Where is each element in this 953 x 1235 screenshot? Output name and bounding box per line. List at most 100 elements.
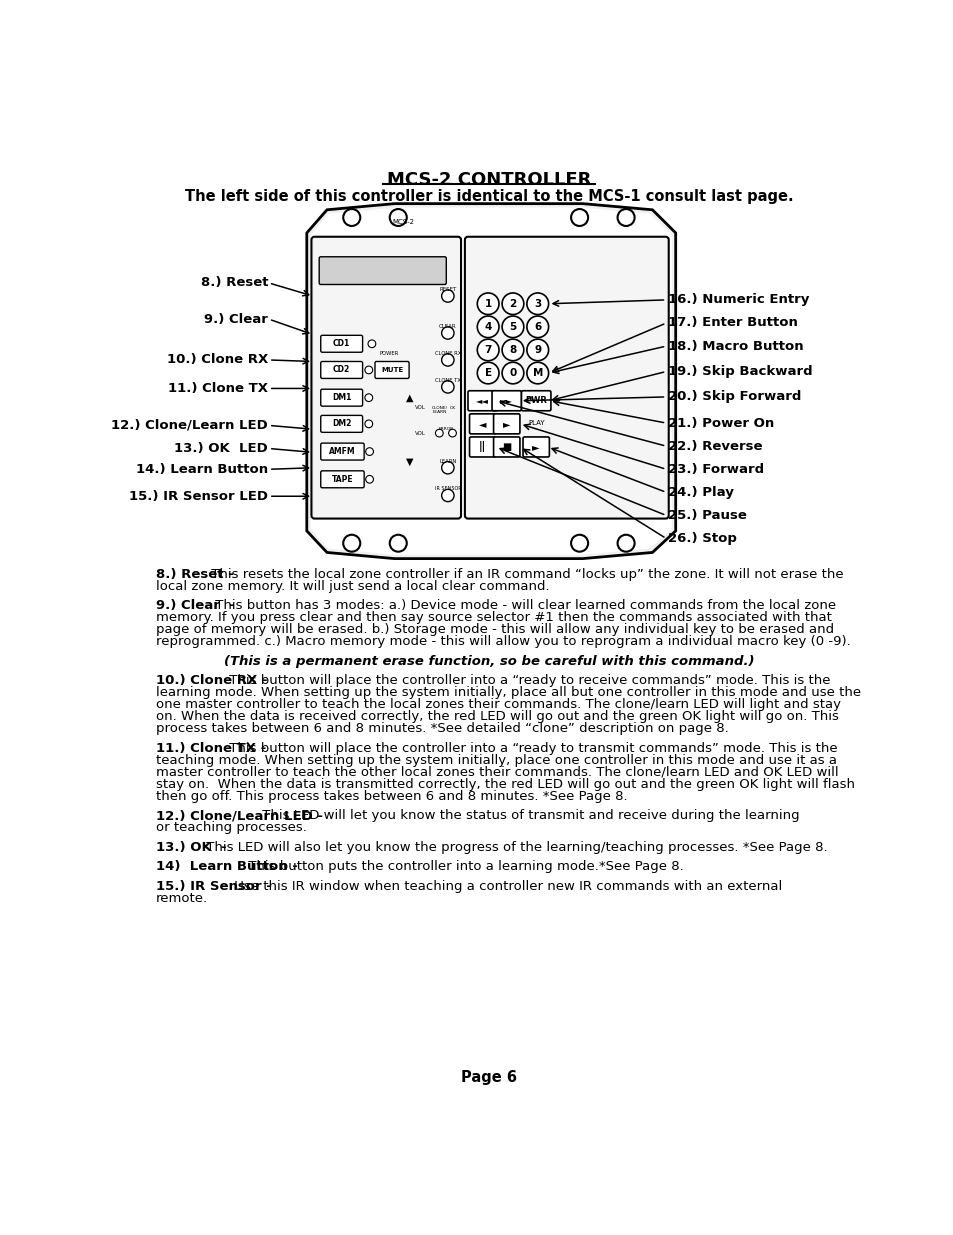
Text: 15.) IR Sensor -: 15.) IR Sensor - <box>155 881 272 893</box>
Circle shape <box>441 353 454 366</box>
Circle shape <box>526 340 548 361</box>
Text: 5: 5 <box>509 322 516 332</box>
Circle shape <box>476 340 498 361</box>
Circle shape <box>343 535 360 552</box>
Circle shape <box>526 362 548 384</box>
Text: This button will place the controller into a “ready to transmit commands” mode. : This button will place the controller in… <box>225 742 837 755</box>
Text: 8.) Reset -: 8.) Reset - <box>155 568 233 580</box>
Text: E: E <box>484 368 491 378</box>
Text: 9.) Clear  -: 9.) Clear - <box>155 599 234 613</box>
Text: LEARN: LEARN <box>438 458 456 463</box>
FancyBboxPatch shape <box>522 437 549 457</box>
Text: 8.) Reset: 8.) Reset <box>200 277 268 289</box>
Text: LEARN: LEARN <box>433 410 447 414</box>
Text: MCS-2: MCS-2 <box>393 219 415 225</box>
FancyBboxPatch shape <box>493 414 519 433</box>
Circle shape <box>476 362 498 384</box>
Text: 9.) Clear: 9.) Clear <box>204 312 268 326</box>
Text: 12.) Clone/Learn LED: 12.) Clone/Learn LED <box>112 419 268 432</box>
Text: memory. If you press clear and then say source selector #1 then the commands ass: memory. If you press clear and then say … <box>155 611 831 625</box>
Text: This button has 3 modes: a.) Device mode - will clear learned commands from the : This button has 3 modes: a.) Device mode… <box>212 599 836 613</box>
Text: IR SENSOR: IR SENSOR <box>434 487 460 492</box>
Text: MUTE: MUTE <box>380 367 403 373</box>
Circle shape <box>365 448 373 456</box>
Text: POWER: POWER <box>379 351 398 356</box>
Text: This resets the local zone controller if an IR command “locks up” the zone. It w: This resets the local zone controller if… <box>207 568 842 580</box>
Text: ►►: ►► <box>499 396 513 405</box>
Text: 9: 9 <box>534 345 540 354</box>
Text: ►: ► <box>502 419 510 429</box>
Circle shape <box>526 316 548 337</box>
Circle shape <box>501 316 523 337</box>
Text: CLEAR: CLEAR <box>438 324 456 329</box>
Text: 17.) Enter Button: 17.) Enter Button <box>667 316 797 330</box>
Circle shape <box>441 290 454 303</box>
FancyBboxPatch shape <box>468 390 497 411</box>
Text: master controller to teach the other local zones their commands. The clone/learn: master controller to teach the other loc… <box>155 766 838 779</box>
Circle shape <box>441 489 454 501</box>
FancyBboxPatch shape <box>311 237 460 519</box>
Text: ◄◄: ◄◄ <box>476 396 489 405</box>
Text: ||: || <box>478 441 486 452</box>
FancyBboxPatch shape <box>469 414 496 433</box>
Text: 21.) Power On: 21.) Power On <box>667 416 774 430</box>
Text: Page 6: Page 6 <box>460 1070 517 1084</box>
Text: CD2: CD2 <box>333 366 350 374</box>
FancyBboxPatch shape <box>521 390 550 411</box>
Text: 13.) OK  -: 13.) OK - <box>155 841 226 853</box>
Text: CLONE RX: CLONE RX <box>435 351 460 356</box>
Text: 14.) Learn Button: 14.) Learn Button <box>135 463 268 475</box>
Text: stay on.  When the data is transmitted correctly, the red LED will go out and th: stay on. When the data is transmitted co… <box>155 778 854 790</box>
FancyBboxPatch shape <box>319 257 446 284</box>
Circle shape <box>571 535 587 552</box>
Text: AMFM: AMFM <box>329 447 355 456</box>
FancyBboxPatch shape <box>469 437 496 457</box>
Text: 0: 0 <box>509 368 516 378</box>
Polygon shape <box>307 204 675 558</box>
Text: teaching mode. When setting up the system initially, place one controller in thi: teaching mode. When setting up the syste… <box>155 753 836 767</box>
Text: This LED will let you know the status of transmit and receive during the learnin: This LED will let you know the status of… <box>257 809 799 823</box>
Text: 15.) IR Sensor LED: 15.) IR Sensor LED <box>129 490 268 503</box>
Circle shape <box>368 340 375 347</box>
Text: MCS-2 CONTROLLER: MCS-2 CONTROLLER <box>386 172 591 189</box>
Text: then go off. This process takes between 6 and 8 minutes. *See Page 8.: then go off. This process takes between … <box>155 789 627 803</box>
Text: VOL: VOL <box>414 405 425 410</box>
FancyBboxPatch shape <box>320 471 364 488</box>
Circle shape <box>390 535 406 552</box>
FancyBboxPatch shape <box>320 336 362 352</box>
Circle shape <box>365 394 373 401</box>
Text: 2: 2 <box>509 299 516 309</box>
FancyBboxPatch shape <box>320 443 364 461</box>
Text: page of memory will be erased. b.) Storage mode - this will allow any individual: page of memory will be erased. b.) Stora… <box>155 624 833 636</box>
Text: VOL: VOL <box>414 431 425 436</box>
Polygon shape <box>311 207 671 555</box>
Circle shape <box>617 209 634 226</box>
Text: PWR: PWR <box>525 396 547 405</box>
Circle shape <box>501 362 523 384</box>
Circle shape <box>343 209 360 226</box>
FancyBboxPatch shape <box>375 362 409 378</box>
Text: 4: 4 <box>484 322 492 332</box>
Text: 10.) Clone RX -: 10.) Clone RX - <box>155 674 267 688</box>
Circle shape <box>501 340 523 361</box>
Text: one master controller to teach the local zones their commands. The clone/learn L: one master controller to teach the local… <box>155 698 840 711</box>
Text: 11.) Clone TX: 11.) Clone TX <box>168 382 268 395</box>
Circle shape <box>617 535 634 552</box>
Text: or teaching processes.: or teaching processes. <box>155 821 306 834</box>
Text: 18.) Macro Button: 18.) Macro Button <box>667 340 802 352</box>
Text: This button puts the controller into a learning mode.*See Page 8.: This button puts the controller into a l… <box>244 861 683 873</box>
Circle shape <box>365 366 373 374</box>
Circle shape <box>435 430 443 437</box>
Text: 3: 3 <box>534 299 540 309</box>
Text: PLAY: PLAY <box>527 420 544 426</box>
Text: 24.) Play: 24.) Play <box>667 485 733 499</box>
Circle shape <box>365 420 373 427</box>
Text: M: M <box>532 368 542 378</box>
Text: local zone memory. It will just send a local clear command.: local zone memory. It will just send a l… <box>155 579 549 593</box>
Text: on. When the data is received correctly, the red LED will go out and the green O: on. When the data is received correctly,… <box>155 710 838 724</box>
Text: 7: 7 <box>484 345 492 354</box>
Text: This button will place the controller into a “ready to receive commands” mode. T: This button will place the controller in… <box>225 674 830 688</box>
Text: ERROR: ERROR <box>438 427 454 431</box>
Text: CD1: CD1 <box>333 340 350 348</box>
Text: CLONE TX: CLONE TX <box>435 378 460 383</box>
